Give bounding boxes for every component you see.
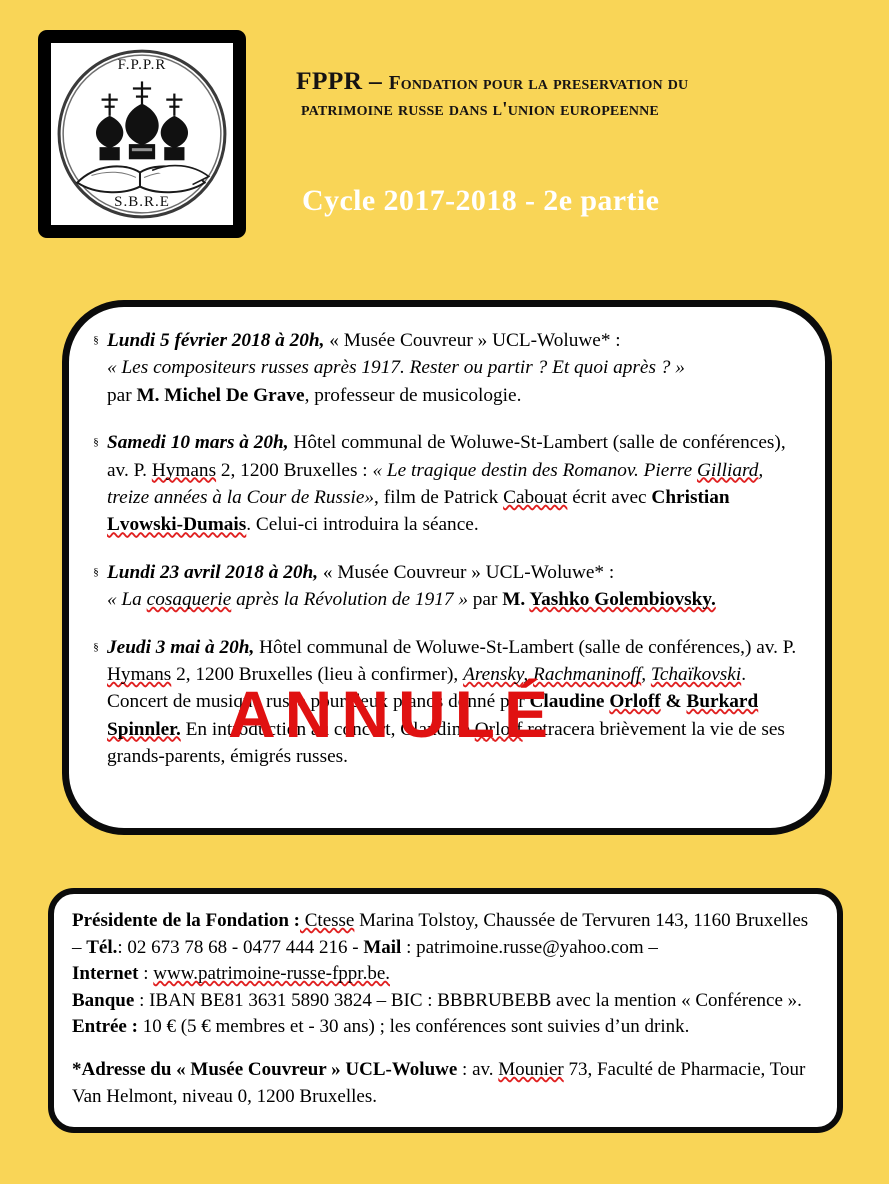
performer-1-last: Orloff bbox=[609, 691, 661, 713]
film-author-prefix: , film de Patrick bbox=[374, 486, 504, 508]
composer-2: Rachmaninoff bbox=[533, 663, 642, 685]
museum-street-name: Mounier bbox=[498, 1058, 564, 1080]
entry-fee-paragraph: Entrée : 10 € (5 € membres et - 30 ans) … bbox=[72, 1014, 819, 1041]
program-box: § Lundi 5 février 2018 à 20h, « Musée Co… bbox=[62, 300, 832, 835]
list-item: § Lundi 23 avril 2018 à 20h, « Musée Cou… bbox=[85, 559, 799, 614]
performer-1-first: Claudine bbox=[529, 691, 610, 713]
speaker-prefix: par bbox=[107, 384, 137, 406]
event-subject-keyword: cosaquerie bbox=[146, 589, 232, 611]
bank-value: : IBAN BE81 3631 5890 3824 – BIC : BBBRU… bbox=[134, 989, 802, 1011]
church-domes-book-icon bbox=[57, 49, 227, 219]
speaker-prefix: par bbox=[467, 589, 503, 611]
event-venue-rest: 2, 1200 Bruxelles : bbox=[216, 459, 373, 481]
organisation-title: FPPR – Fondation pour la preservation du… bbox=[296, 64, 856, 122]
museum-address-rest: 73, Faculté de Pharmacie, Tour Van Helmo… bbox=[72, 1058, 806, 1107]
closing-prefix: En introduction au concert, Claudine bbox=[180, 718, 475, 740]
museum-address-sep: : av. bbox=[457, 1058, 499, 1080]
performer-2: Burkard Spinnler. bbox=[107, 691, 759, 740]
cycle-title: Cycle 2017-2018 - 2e partie bbox=[302, 184, 660, 217]
document-header: F.P.P.R S.B.R.E FPPR – Fondation pour la… bbox=[0, 0, 889, 250]
entry-fee-value: 10 € (5 € membres et - 30 ans) ; les con… bbox=[137, 1016, 690, 1038]
film-title-rest: , treize années à la Cour de Russie» bbox=[107, 459, 764, 508]
events-list: § Lundi 5 février 2018 à 20h, « Musée Co… bbox=[85, 327, 799, 770]
event-text: Jeudi 3 mai à 20h, Hôtel communal de Wol… bbox=[107, 634, 799, 771]
president-contact-paragraph: Présidente de la Fondation : Ctesse Mari… bbox=[72, 908, 819, 961]
composer-sep-1: , bbox=[523, 663, 534, 685]
list-item: § Lundi 5 février 2018 à 20h, « Musée Co… bbox=[85, 327, 799, 409]
closing-performer-name: Orloff bbox=[474, 718, 523, 740]
event-speaker: M. Michel De Grave bbox=[136, 384, 305, 406]
website-url[interactable]: www.patrimoine-russe-fppr.be. bbox=[153, 963, 390, 985]
event-subject: « Les compositeurs russes après 1917. Re… bbox=[107, 357, 685, 379]
event-date: Lundi 23 avril 2018 à 20h, bbox=[107, 561, 319, 583]
internet-label: Internet bbox=[72, 963, 139, 985]
event-speaker: Yashko Golembiovsky. bbox=[529, 589, 716, 611]
event-venue-street: Hymans bbox=[107, 663, 172, 685]
logo-inner-plate: F.P.P.R S.B.R.E bbox=[51, 43, 233, 225]
event-venue-rest: 2, 1200 Bruxelles (lieu à confirmer), bbox=[171, 663, 464, 685]
concert-description: . Concert de musique russe pour deux pia… bbox=[107, 663, 747, 713]
event-venue: « Musée Couvreur » UCL-Woluwe* : bbox=[318, 561, 615, 583]
film-author: Cabouat bbox=[503, 486, 568, 508]
section-bullet-icon: § bbox=[93, 640, 99, 653]
bank-paragraph: Banque : IBAN BE81 3631 5890 3824 – BIC … bbox=[72, 988, 819, 1015]
section-bullet-icon: § bbox=[93, 436, 99, 449]
event-text: Lundi 5 février 2018 à 20h, « Musée Couv… bbox=[107, 327, 799, 409]
film-coauthor-last: Lvowski-Dumais bbox=[107, 514, 247, 536]
contact-footer-box: Présidente de la Fondation : Ctesse Mari… bbox=[48, 888, 843, 1133]
organisation-name-line1: Fondation pour la preservation du bbox=[388, 73, 689, 94]
event-date: Lundi 5 février 2018 à 20h, bbox=[107, 330, 325, 351]
closing-rest: retracera brièvement la vie de ses grand… bbox=[107, 718, 785, 768]
entry-fee-label: Entrée : bbox=[72, 1016, 138, 1038]
footer-spacer bbox=[72, 1041, 819, 1057]
speaker-role: , professeur de musicologie. bbox=[304, 384, 522, 406]
logo-bottom-text: S.B.R.E bbox=[114, 194, 170, 210]
fppr-logo: F.P.P.R S.B.R.E bbox=[38, 30, 246, 238]
organisation-name-line2: patrimoine russe dans l'union europeenne bbox=[301, 99, 659, 121]
list-item: § Jeudi 3 mai à 20h, Hôtel communal de W… bbox=[85, 634, 799, 771]
composer-3: Tchaïkovski bbox=[650, 663, 742, 685]
event-date: Samedi 10 mars à 20h, bbox=[107, 432, 289, 454]
event-subject-rest: après la Révolution de 1917 » bbox=[231, 589, 468, 611]
president-title: Ctesse bbox=[300, 910, 355, 931]
event-venue: Hôtel communal de Woluwe-St-Lambert (sal… bbox=[254, 636, 797, 658]
film-title: « Le tragique destin des Romanov. Pierre bbox=[372, 459, 697, 481]
president-label: Présidente de la Fondation : bbox=[72, 910, 300, 931]
museum-address-paragraph: *Adresse du « Musée Couvreur » UCL-Woluw… bbox=[72, 1057, 819, 1110]
organisation-acronym: FPPR – bbox=[296, 66, 389, 95]
telephone-value: : 02 673 78 68 - 0477 444 216 - bbox=[117, 936, 364, 958]
internet-separator: : bbox=[138, 963, 154, 985]
museum-address-label: *Adresse du « Musée Couvreur » UCL-Woluw… bbox=[72, 1058, 458, 1080]
film-title-name: Gilliard bbox=[696, 459, 759, 481]
internet-paragraph: Internet : www.patrimoine-russe-fppr.be. bbox=[72, 961, 819, 988]
event-venue-street: Hymans bbox=[151, 459, 217, 481]
event-subject-open: « La bbox=[107, 589, 147, 611]
president-name-address: Marina Tolstoy, Chaussée de Tervuren 143… bbox=[72, 910, 809, 958]
mail-value: : patrimoine.russe@yahoo.com – bbox=[401, 936, 658, 958]
telephone-label: Tél. bbox=[86, 936, 118, 958]
event-venue: « Musée Couvreur » UCL-Woluwe* : bbox=[324, 330, 621, 351]
composer-sep-2: , bbox=[641, 663, 651, 685]
film-coauthor-first: Christian bbox=[651, 486, 730, 508]
logo-top-text: F.P.P.R bbox=[117, 57, 167, 73]
event-text: Samedi 10 mars à 20h, Hôtel communal de … bbox=[107, 429, 799, 539]
event-date: Jeudi 3 mai à 20h, bbox=[107, 636, 255, 658]
performer-ampersand: & bbox=[660, 691, 687, 713]
composer-1: Arensky bbox=[463, 663, 524, 685]
speaker-honorific: M. bbox=[502, 589, 530, 611]
film-closing: . Celui-ci introduira la séance. bbox=[246, 514, 479, 536]
film-mid: écrit avec bbox=[567, 486, 652, 508]
event-venue: Hôtel communal de Woluwe-St-Lambert (sal… bbox=[107, 432, 786, 481]
bank-label: Banque bbox=[72, 989, 135, 1011]
section-bullet-icon: § bbox=[93, 334, 99, 346]
section-bullet-icon: § bbox=[93, 565, 99, 578]
event-text: Lundi 23 avril 2018 à 20h, « Musée Couvr… bbox=[107, 559, 799, 614]
list-item: § Samedi 10 mars à 20h, Hôtel communal d… bbox=[85, 429, 799, 539]
mail-label: Mail bbox=[363, 936, 402, 958]
